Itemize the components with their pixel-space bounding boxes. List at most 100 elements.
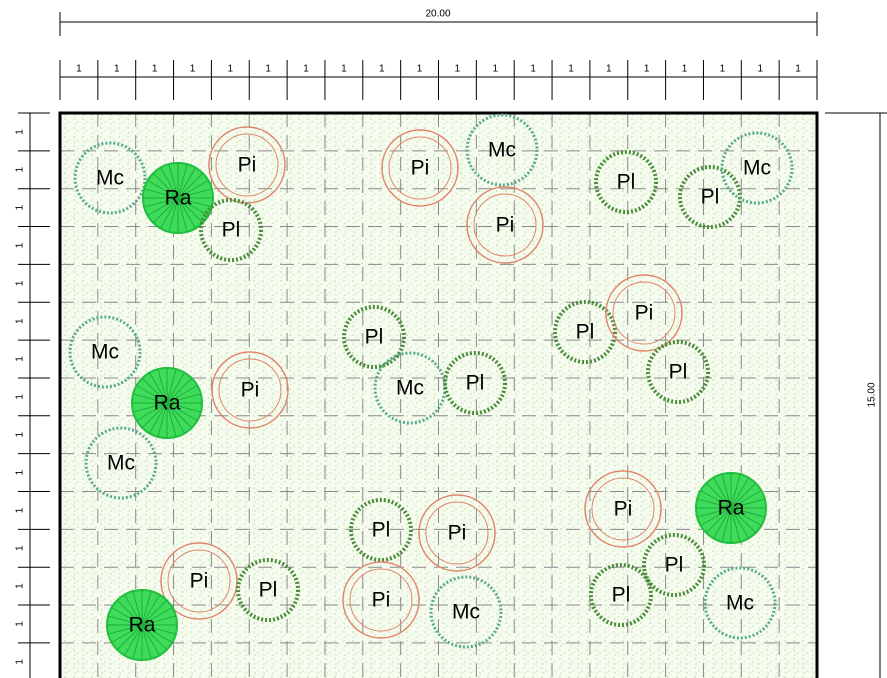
unit-label: 1	[720, 64, 726, 75]
plant-symbol	[144, 197, 179, 208]
plant-symbol	[612, 281, 676, 345]
plant-symbol	[594, 150, 658, 214]
unit-label: 1	[492, 64, 498, 75]
plant-label: Ra	[154, 392, 181, 415]
unit-label: 1	[15, 167, 26, 173]
plant-symbol	[721, 474, 732, 509]
plant-symbol	[147, 197, 179, 216]
plant-symbol	[642, 533, 706, 597]
plant-symbol	[132, 591, 143, 626]
plant-symbol	[429, 575, 503, 649]
plant-label: Pi	[190, 570, 209, 593]
plant-label: Pi	[448, 522, 467, 545]
unit-label: 1	[15, 621, 26, 627]
plant-symbol	[342, 561, 420, 639]
plant-symbol	[136, 385, 168, 404]
unit-label: 1	[190, 64, 196, 75]
plant-symbol	[149, 372, 168, 404]
plant-symbol	[141, 591, 152, 626]
plant-symbol	[141, 607, 173, 626]
plant-symbol	[700, 507, 732, 526]
unit-label: 1	[15, 242, 26, 248]
plant-symbol	[553, 300, 617, 364]
plant-symbol	[465, 113, 539, 187]
plant-label: Mc	[396, 377, 424, 400]
plant-symbol	[730, 507, 741, 542]
unit-label: 1	[15, 356, 26, 362]
plant-symbol	[473, 193, 537, 257]
plant-label: Mc	[96, 167, 124, 190]
unit-label: 1	[530, 64, 536, 75]
unit-label: 1	[568, 64, 574, 75]
plant-label: Pl	[466, 372, 485, 395]
plant-symbol	[68, 315, 142, 389]
plant-symbol	[697, 507, 732, 518]
unit-label: 1	[303, 64, 309, 75]
plant-symbol	[160, 167, 179, 199]
plant-symbol	[730, 507, 749, 539]
plant-symbol	[160, 197, 179, 229]
plant-symbol	[141, 624, 173, 643]
plant-symbol	[177, 197, 204, 224]
plant-symbol	[141, 594, 160, 626]
plant-symbol	[721, 507, 732, 542]
unit-label: 1	[15, 394, 26, 400]
plant-symbol	[141, 402, 168, 429]
unit-label: 1	[455, 64, 461, 75]
plant-symbol	[141, 624, 152, 659]
plant-label: Pi	[411, 157, 430, 180]
plant-label: Pi	[635, 302, 654, 325]
plant-symbol	[141, 599, 168, 626]
width-label: 20.00	[425, 9, 450, 20]
plant-label: Mc	[91, 341, 119, 364]
plant-label: Pl	[701, 186, 720, 209]
plant-symbol	[177, 197, 212, 208]
plant-symbol	[730, 482, 757, 509]
unit-label: 1	[15, 659, 26, 665]
unit-label: 1	[152, 64, 158, 75]
plant-symbol	[166, 377, 193, 404]
unit-label: 1	[228, 64, 234, 75]
plant-label: Pi	[614, 498, 633, 521]
plants: Mc Ra Pi Pl Pi Mc Pi Pl Pl Mc Mc Ra Pi Pl Mc Pl Pl Pi Pl Mc…	[68, 113, 794, 661]
plant-symbol	[720, 131, 794, 205]
plant-symbol	[166, 369, 177, 404]
plant-symbol	[730, 490, 762, 509]
plant-symbol	[136, 402, 168, 421]
plant-symbol	[730, 507, 765, 518]
plant-symbol	[215, 133, 279, 197]
plant-symbol	[141, 377, 168, 404]
plant-symbol	[166, 385, 198, 404]
plant-symbol	[133, 402, 168, 413]
plant-symbol	[116, 599, 143, 626]
unit-label: 1	[15, 469, 26, 475]
plant-symbol	[108, 624, 143, 635]
unit-label: 1	[15, 318, 26, 324]
plant-symbol	[730, 498, 765, 509]
plant-symbol	[168, 164, 179, 199]
site-boundary	[58, 111, 819, 678]
plant-label: Mc	[452, 601, 480, 624]
plant-label: Ra	[165, 187, 192, 210]
plant-symbol	[141, 624, 176, 635]
plant-symbol	[141, 624, 160, 656]
plant-symbol	[124, 624, 143, 656]
plant-symbol	[700, 490, 732, 509]
plant-symbol	[349, 498, 413, 562]
plant-label: Pl	[612, 584, 631, 607]
unit-label: 1	[341, 64, 347, 75]
plant-symbol	[177, 197, 188, 232]
unit-label: 1	[15, 583, 26, 589]
plant-symbol	[466, 186, 544, 264]
plant-symbol	[584, 470, 662, 548]
plant-label: Mc	[488, 139, 516, 162]
plant-label: Pl	[669, 361, 688, 384]
plant-label: Pi	[241, 379, 260, 402]
unit-label: 1	[417, 64, 423, 75]
plant-symbol	[166, 402, 177, 437]
plant-symbol	[425, 501, 489, 565]
height-label: 15.00	[867, 382, 878, 407]
plant-symbol	[177, 197, 196, 229]
plant-label: Pi	[496, 214, 515, 237]
